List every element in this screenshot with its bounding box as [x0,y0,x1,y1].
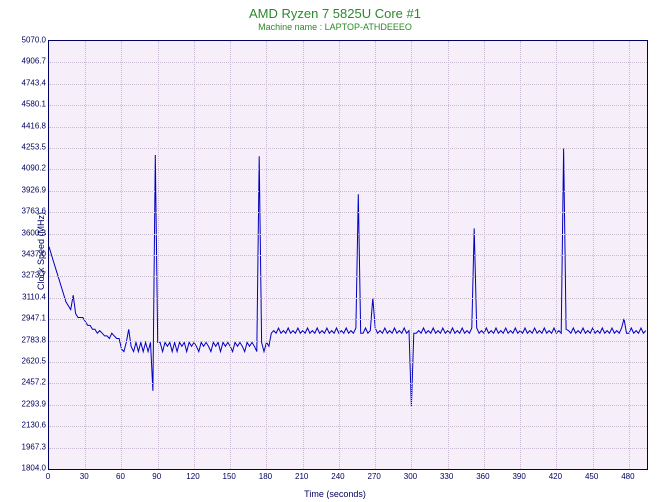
x-tick-label: 390 [512,472,525,481]
y-tick-label: 2620.5 [6,357,46,366]
y-tick-label: 4416.8 [6,121,46,130]
y-tick-label: 5070.0 [6,36,46,45]
gridline-v [556,41,557,469]
chart-subtitle: Machine name : LAPTOP-ATHDEEEO [0,22,670,32]
gridline-v [411,41,412,469]
x-tick-label: 330 [440,472,453,481]
y-tick-label: 4743.4 [6,78,46,87]
gridline-v [158,41,159,469]
y-tick-label: 3763.6 [6,207,46,216]
gridline-v [339,41,340,469]
chart-container: AMD Ryzen 7 5825U Core #1 Machine name :… [0,0,670,502]
gridline-v [448,41,449,469]
y-tick-label: 2783.8 [6,335,46,344]
x-tick-label: 450 [585,472,598,481]
gridline-v [266,41,267,469]
gridline-v [375,41,376,469]
gridline-v [85,41,86,469]
x-tick-label: 150 [223,472,236,481]
x-tick-label: 270 [367,472,380,481]
x-tick-label: 90 [152,472,161,481]
x-tick-label: 30 [80,472,89,481]
gridline-v [484,41,485,469]
x-tick-label: 120 [186,472,199,481]
y-tick-label: 3600.3 [6,228,46,237]
x-tick-label: 240 [331,472,344,481]
y-tick-label: 1967.3 [6,442,46,451]
x-tick-label: 60 [116,472,125,481]
chart-title: AMD Ryzen 7 5825U Core #1 [0,6,670,21]
y-tick-label: 4253.5 [6,143,46,152]
x-tick-label: 180 [259,472,272,481]
gridline-v [629,41,630,469]
y-tick-label: 2457.2 [6,378,46,387]
gridline-v [303,41,304,469]
x-tick-label: 480 [621,472,634,481]
x-tick-label: 300 [404,472,417,481]
x-tick-label: 420 [549,472,562,481]
y-tick-label: 1804.0 [6,464,46,473]
y-tick-label: 4090.2 [6,164,46,173]
gridline-v [121,41,122,469]
y-tick-label: 3437.0 [6,250,46,259]
gridline-v [230,41,231,469]
y-tick-label: 3110.4 [6,292,46,301]
y-tick-label: 2130.6 [6,421,46,430]
gridline-v [194,41,195,469]
y-tick-label: 3926.9 [6,185,46,194]
x-axis-label: Time (seconds) [0,489,670,499]
y-tick-label: 2293.9 [6,399,46,408]
x-tick-label: 360 [476,472,489,481]
y-tick-label: 2947.1 [6,314,46,323]
gridline-v [520,41,521,469]
y-tick-label: 4580.1 [6,100,46,109]
x-tick-label: 0 [46,472,50,481]
y-tick-label: 3273.7 [6,271,46,280]
plot-area [48,40,648,470]
x-tick-label: 210 [295,472,308,481]
gridline-v [593,41,594,469]
y-tick-label: 4906.7 [6,57,46,66]
